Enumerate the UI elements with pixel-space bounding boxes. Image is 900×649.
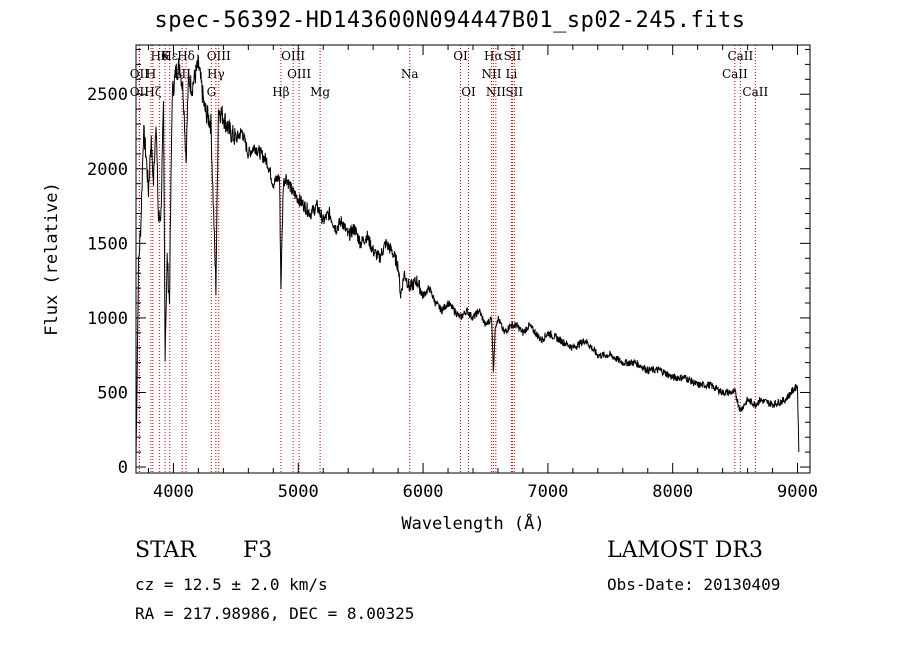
spectral-line-label: H [146, 67, 156, 81]
x-tick-label: 6000 [403, 482, 444, 502]
chart-title: spec-56392-HD143600N094447B01_sp02-245.f… [154, 8, 746, 33]
spectral-line-label: OI [453, 49, 468, 63]
spectral-line-label: Na [401, 67, 419, 81]
y-tick-label: 1500 [87, 234, 128, 254]
x-tick-label: 5000 [278, 482, 319, 502]
y-tick-label: 0 [118, 458, 128, 478]
spectral-line-label: K [161, 49, 171, 63]
spectral-line-label: Hζ [144, 85, 161, 99]
spectral-line-label: NII [486, 85, 506, 99]
y-tick-label: 2500 [87, 85, 128, 105]
spectral-line-label: OII [130, 85, 150, 99]
spectral-line-label: OI [461, 85, 476, 99]
spectral-line-label: Hε [161, 49, 178, 63]
spectral-line-label: Hδ [177, 49, 195, 63]
spectral-line-label: SII [505, 85, 523, 99]
spectral-line-label: H6 [151, 49, 169, 63]
survey-name: LAMOST DR3 [607, 538, 763, 563]
spectral-line-label: Hα [484, 49, 503, 63]
x-axis-label: Wavelength (Å) [401, 512, 544, 534]
spectral-line-label: CaII [727, 49, 753, 63]
redshift-cz: cz = 12.5 ± 2.0 km/s [135, 575, 328, 594]
object-class: STAR [135, 538, 196, 563]
x-tick-label: 7000 [527, 482, 568, 502]
spectral-line-label: G [207, 85, 217, 99]
spectral-line-label: Hγ [207, 67, 225, 81]
spectral-line-label: NII [481, 67, 501, 81]
y-tick-label: 500 [97, 383, 128, 403]
plot-frame [135, 44, 811, 474]
y-axis-label: Flux (relative) [42, 182, 62, 336]
spectrum-line [135, 53, 800, 460]
spectral-line-label: OIII [207, 49, 231, 63]
spectral-line-label: OIII [287, 67, 311, 81]
spectral-line-label: OII [130, 67, 150, 81]
spectral-line-label: CaII [722, 67, 748, 81]
spectral-line-label: Hβ [272, 85, 289, 99]
spectral-line-label: Mg [310, 85, 330, 99]
observation-date: Obs-Date: 20130409 [607, 575, 781, 594]
spectral-line-label: OIII [281, 49, 305, 63]
x-tick-label: 4000 [153, 482, 194, 502]
y-tick-label: 2000 [87, 160, 128, 180]
object-subclass: F3 [243, 538, 273, 563]
x-tick-label: 9000 [777, 482, 818, 502]
spectral-line-label: CaII [742, 85, 768, 99]
coordinates: RA = 217.98986, DEC = 8.00325 [135, 604, 415, 623]
spectral-line-label: Li [506, 67, 518, 81]
x-tick-label: 8000 [652, 482, 693, 502]
y-tick-label: 1000 [87, 309, 128, 329]
spectral-line-label: SII [504, 49, 522, 63]
